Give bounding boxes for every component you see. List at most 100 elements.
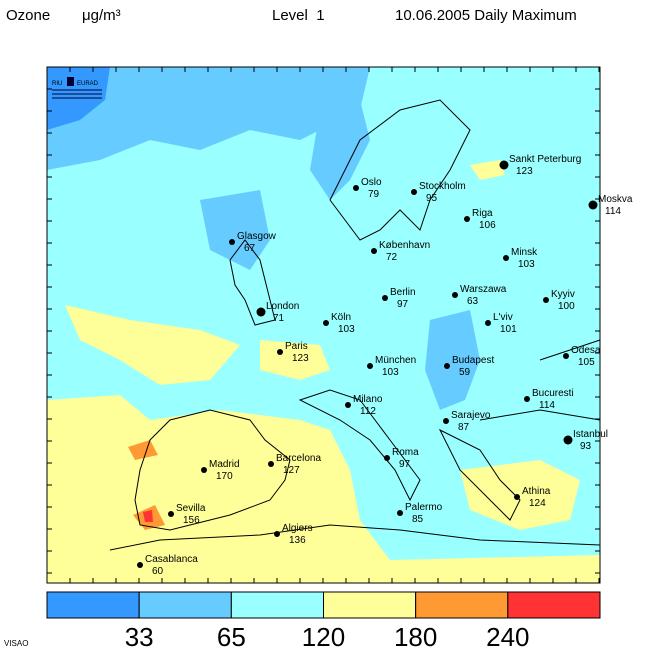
city-dot: [563, 435, 573, 445]
city-dot: [444, 363, 450, 369]
city-name: London: [266, 301, 299, 312]
city-value: 87: [458, 422, 470, 433]
city-value: 97: [399, 459, 411, 470]
city-dot: [201, 467, 207, 473]
map: RIU EURAD Sankt Peterburg123Oslo79Stockh…: [46, 66, 633, 584]
city-dot: [229, 239, 235, 245]
city-value: 124: [529, 498, 546, 509]
legend-swatch: [415, 591, 509, 619]
city-dot: [411, 189, 417, 195]
city-name: Moskva: [598, 194, 633, 205]
logo: RIU EURAD: [52, 77, 102, 99]
region: [260, 340, 330, 380]
city-name: Glasgow: [237, 231, 277, 242]
city-value: 156: [183, 515, 200, 526]
city-dot: [353, 185, 359, 191]
city-dot: [256, 307, 266, 317]
city-value: 127: [283, 465, 300, 476]
legend-swatch: [46, 591, 140, 619]
city-name: Barcelona: [276, 453, 321, 464]
city-dot: [452, 292, 458, 298]
city-dot: [499, 160, 509, 170]
city-name: Riga: [472, 208, 493, 219]
footer: VISAO: [4, 639, 28, 648]
city-name: Sarajevo: [451, 410, 491, 421]
city-name: Madrid: [209, 459, 240, 470]
city-value: 93: [580, 441, 592, 452]
city-value: 114: [539, 400, 555, 411]
city-dot: [514, 494, 520, 500]
city-name: København: [379, 240, 430, 251]
city-dot: [503, 255, 509, 261]
legend-swatch: [230, 591, 324, 619]
region: [460, 460, 580, 530]
legend-swatch: [323, 591, 417, 619]
city-value: 100: [558, 301, 575, 312]
city-dot: [397, 510, 403, 516]
city-value: 105: [578, 357, 595, 368]
city-value: 170: [216, 471, 233, 482]
city-dot: [563, 353, 569, 359]
city-dot: [345, 402, 351, 408]
city-value: 112: [360, 406, 376, 417]
city-value: 123: [516, 166, 533, 177]
legend: 33 65 120 180 240: [46, 591, 601, 652]
city-value: 79: [368, 189, 380, 200]
city-value: 97: [397, 299, 409, 310]
city-name: Sankt Peterburg: [509, 154, 581, 165]
city-dot: [371, 248, 377, 254]
city-value: 101: [500, 324, 517, 335]
city-name: Sevilla: [176, 503, 206, 514]
city-dot: [524, 396, 530, 402]
region: [128, 440, 158, 460]
logo-right: EURAD: [77, 81, 99, 87]
city-name: Warszawa: [460, 284, 507, 295]
legend-threshold: 65: [217, 622, 246, 650]
city-value: 95: [426, 193, 438, 204]
city-value: 85: [412, 514, 424, 525]
species: Ozone: [6, 7, 50, 24]
region: [310, 100, 370, 200]
city-name: Milano: [353, 394, 383, 405]
city-dot: [485, 320, 491, 326]
legend-swatch: [138, 591, 232, 619]
logo-icon: [67, 77, 74, 86]
unit: μg/m³: [82, 7, 121, 24]
city-name: Palermo: [405, 502, 443, 513]
city-value: 63: [467, 296, 479, 307]
city-value: 59: [459, 367, 471, 378]
city-value: 71: [273, 313, 285, 324]
region: [470, 160, 505, 180]
city-name: Köln: [331, 312, 351, 323]
legend-threshold: 180: [394, 622, 437, 650]
legend-threshold: 33: [125, 622, 154, 650]
city-value: 67: [244, 243, 256, 254]
city-name: Berlin: [390, 287, 416, 298]
city-name: Minsk: [511, 247, 538, 258]
logo-waves: [52, 89, 102, 99]
city-value: 60: [152, 566, 164, 577]
city-name: Stockholm: [419, 181, 466, 192]
city-name: Oslo: [361, 177, 382, 188]
region: [65, 305, 240, 385]
city-value: 72: [386, 252, 398, 263]
city-dot: [543, 297, 549, 303]
coastlines: [109, 99, 601, 551]
city-name: Paris: [285, 341, 308, 352]
region: [47, 67, 370, 170]
city-dot: [277, 349, 283, 355]
city-name: Kyyiv: [551, 289, 575, 300]
legend-threshold: 240: [486, 622, 529, 650]
city-dot: [168, 511, 174, 517]
legend-threshold: 120: [302, 622, 345, 650]
city-dot: [268, 461, 274, 467]
city-value: 106: [479, 220, 496, 231]
city-name: Istanbul: [573, 429, 608, 440]
city-name: Bucuresti: [532, 388, 574, 399]
city-dot: [274, 531, 280, 537]
level: Level 1: [272, 7, 325, 24]
logo-left: RIU: [52, 81, 62, 87]
city-value: 123: [292, 353, 309, 364]
